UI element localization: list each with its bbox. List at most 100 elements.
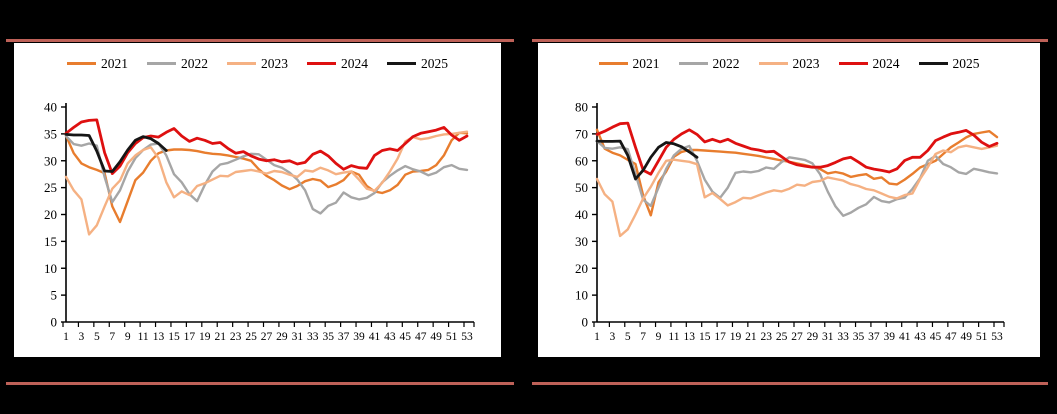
y-tick-label: 35 xyxy=(44,126,57,141)
y-tick-label: 0 xyxy=(51,315,58,330)
top-rule-right xyxy=(532,39,1048,42)
x-tick-label: 33 xyxy=(837,331,849,343)
series-line-2024 xyxy=(595,121,999,176)
legend-item-2022: 2022 xyxy=(678,56,740,71)
x-tick-label: 21 xyxy=(745,331,757,343)
x-tick-label: 25 xyxy=(245,331,257,343)
series-line-2022 xyxy=(595,139,999,218)
x-tick-label: 11 xyxy=(668,331,679,343)
legend-item-2023: 2023 xyxy=(227,57,288,71)
y-tick-label: 20 xyxy=(575,261,588,276)
y-tick-label: 20 xyxy=(44,207,57,222)
bottom-rule-left xyxy=(6,382,514,385)
x-tick-label: 51 xyxy=(976,331,988,343)
right-chart-panel: 0 10 20 30 40 50 60 70 80 1 3 5 7 9 11 13 15 17 19 21 23 25 27… xyxy=(538,43,1040,357)
series-line-2021 xyxy=(64,131,469,224)
legend-swatch-2021 xyxy=(67,62,96,66)
x-tick-label: 43 xyxy=(384,331,396,343)
x-tick-label: 29 xyxy=(276,331,288,343)
series-line-2025 xyxy=(64,133,168,173)
x-tick-label: 19 xyxy=(199,331,211,343)
series-line-2024 xyxy=(64,118,469,176)
x-tick-label: 45 xyxy=(930,331,942,343)
legend-item-2025: 2025 xyxy=(387,57,448,71)
y-tick-label: 60 xyxy=(575,153,588,168)
y-tick-label: 30 xyxy=(44,153,57,168)
top-rule-left xyxy=(6,39,514,42)
x-tick-label: 33 xyxy=(307,331,319,343)
legend-item-2025: 2025 xyxy=(918,56,980,71)
x-tick-label: 41 xyxy=(899,331,911,343)
y-tick-label: 40 xyxy=(44,100,57,115)
legend-label-2021: 2021 xyxy=(101,56,128,71)
x-tick-label: 21 xyxy=(214,331,226,343)
x-tick-label: 49 xyxy=(960,331,972,343)
legend-item-2021: 2021 xyxy=(67,57,128,71)
series-line-2025 xyxy=(595,139,699,181)
legend-label-2023: 2023 xyxy=(792,56,820,71)
legend-swatch-2023 xyxy=(758,62,788,66)
x-tick-label: 47 xyxy=(415,331,427,343)
y-tick-label: 70 xyxy=(575,126,588,141)
x-tick-label: 39 xyxy=(884,331,896,343)
y-tick-label: 80 xyxy=(575,100,588,115)
x-tick-label: 3 xyxy=(79,331,85,343)
x-tick-label: 35 xyxy=(853,331,865,343)
y-tick-label: 10 xyxy=(575,288,588,303)
series-line-2023 xyxy=(595,144,999,238)
x-tick-label: 23 xyxy=(230,331,242,343)
x-tick-label: 17 xyxy=(714,331,726,343)
legend-swatch-2025 xyxy=(918,62,948,66)
x-tick-label: 17 xyxy=(184,331,196,343)
x-tick-label: 53 xyxy=(461,331,473,343)
left-chart-panel: 0 5 10 15 20 25 30 35 40 1 3 5 7 9 11 13 15 17 19 21 23 25 27 2… xyxy=(14,43,501,357)
y-tick-label: 25 xyxy=(44,180,57,195)
x-tick-label: 47 xyxy=(945,331,957,343)
legend-swatch-2022 xyxy=(147,62,176,66)
x-tick-label: 31 xyxy=(292,331,304,343)
x-tick-label: 19 xyxy=(730,331,742,343)
x-tick-label: 41 xyxy=(369,331,381,343)
left-chart-legend: 2021 2022 2023 2024 2025 xyxy=(14,57,501,71)
y-tick-label: 40 xyxy=(575,207,588,222)
x-tick-label: 11 xyxy=(138,331,149,343)
x-tick-label: 45 xyxy=(400,331,412,343)
y-tick-label: 30 xyxy=(575,234,588,249)
x-tick-label: 27 xyxy=(261,331,273,343)
series-line-2021 xyxy=(595,128,999,217)
bottom-rule-right xyxy=(532,382,1048,385)
legend-swatch-2024 xyxy=(307,62,336,66)
x-tick-label: 25 xyxy=(776,331,788,343)
y-tick-label: 5 xyxy=(51,288,58,303)
legend-swatch-2021 xyxy=(598,62,628,66)
x-tick-label: 5 xyxy=(94,331,100,343)
x-tick-label: 7 xyxy=(109,331,115,343)
legend-label-2022: 2022 xyxy=(712,56,740,71)
x-tick-label: 1 xyxy=(63,331,69,343)
x-tick-label: 37 xyxy=(338,331,350,343)
legend-item-2024: 2024 xyxy=(307,57,368,71)
x-tick-label: 29 xyxy=(807,331,819,343)
x-tick-label: 7 xyxy=(640,331,646,343)
legend-label-2024: 2024 xyxy=(872,56,900,71)
x-tick-label: 43 xyxy=(914,331,926,343)
legend-item-2023: 2023 xyxy=(758,56,820,71)
x-tick-label: 49 xyxy=(430,331,442,343)
right-chart-legend: 2021 2022 2023 2024 2025 xyxy=(538,57,1040,71)
legend-label-2025: 2025 xyxy=(952,56,980,71)
x-tick-label: 23 xyxy=(760,331,772,343)
x-tick-label: 39 xyxy=(353,331,365,343)
y-tick-label: 50 xyxy=(575,180,588,195)
legend-item-2024: 2024 xyxy=(838,56,900,71)
series-line-2023 xyxy=(64,130,469,236)
x-tick-label: 51 xyxy=(446,331,458,343)
x-tick-label: 31 xyxy=(822,331,834,343)
y-tick-label: 10 xyxy=(44,261,57,276)
legend-label-2022: 2022 xyxy=(181,56,208,71)
x-tick-label: 1 xyxy=(594,331,600,343)
legend-swatch-2025 xyxy=(387,62,416,66)
x-tick-label: 53 xyxy=(991,331,1003,343)
legend-swatch-2024 xyxy=(838,62,868,66)
x-tick-label: 13 xyxy=(684,331,696,343)
